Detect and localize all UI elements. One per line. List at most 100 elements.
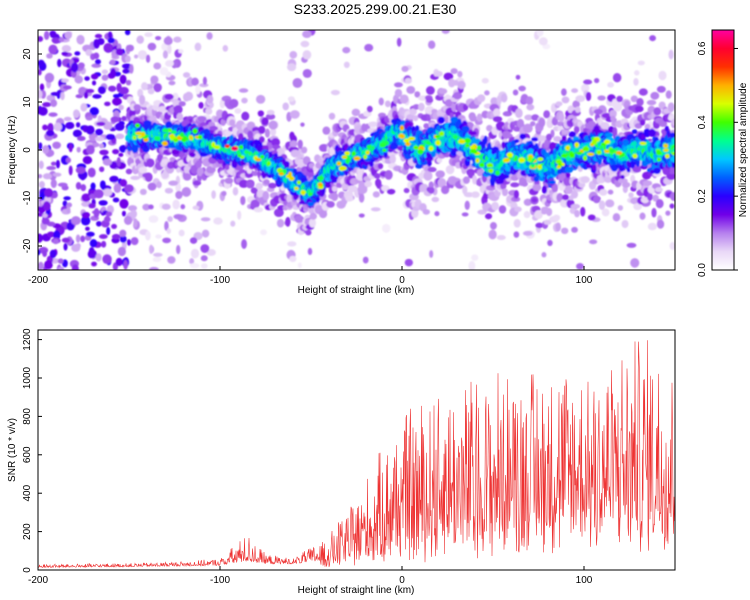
spectrogram-cell	[85, 88, 95, 94]
spectrogram-cell	[155, 234, 162, 239]
spectrogram-cell	[172, 123, 180, 129]
spectrogram-cell	[598, 200, 606, 210]
spectrogram-heatmap	[38, 30, 675, 270]
spectrogram-cell	[484, 213, 493, 220]
spectrogram-cell	[188, 76, 193, 87]
spectrogram-cell	[41, 217, 50, 225]
spectrogram-cell	[75, 122, 81, 128]
spectrogram-cell	[396, 37, 402, 47]
spectrogram-cell	[377, 163, 384, 169]
spectrogram-cell	[75, 166, 86, 174]
spectrogram-cell	[93, 208, 100, 218]
spectrogram-cell	[173, 105, 183, 115]
spectrogram-cell	[419, 183, 429, 192]
spectrogram-cell	[571, 88, 579, 93]
spectrogram-cell	[117, 246, 126, 257]
spectrogram-cell	[57, 258, 64, 264]
spectrogram-cell	[308, 162, 315, 169]
spectrogram-cell	[541, 185, 548, 194]
spectrogram-cell	[105, 211, 113, 217]
spectrogram-cell	[493, 108, 501, 118]
spectrogram-cell	[103, 42, 114, 53]
spectrogram-cell	[80, 103, 88, 112]
spectrogram-cell	[91, 63, 102, 68]
spectrogram-cell	[129, 63, 134, 74]
spectrogram-cell	[130, 175, 141, 181]
spectrogram-cell	[259, 138, 265, 143]
spectrogram-cell	[71, 264, 79, 270]
spectrogram-cell	[144, 32, 153, 38]
spectrogram-cell	[51, 37, 61, 44]
spectrogram-cell	[399, 94, 409, 104]
spectrogram-cell	[483, 135, 488, 145]
spectrogram-cell	[394, 88, 403, 98]
spectrogram-cell	[669, 191, 675, 202]
spectrogram-cell	[575, 106, 581, 113]
spectrogram-cell	[58, 36, 65, 43]
spectrogram-cell	[384, 100, 391, 108]
spectrogram-cell	[289, 110, 300, 119]
spectrogram-cell	[180, 204, 186, 210]
spectrogram-cell	[286, 63, 297, 72]
spectrogram-cell	[156, 153, 164, 163]
spectrogram-cell	[112, 97, 122, 106]
spectrogram-cell	[270, 127, 277, 137]
spectrogram-cell	[206, 249, 216, 256]
spectrogram-cell	[57, 182, 68, 187]
spectrogram-cell	[373, 173, 381, 179]
spectrogram-cell	[46, 53, 53, 59]
spectrogram-cell	[358, 193, 365, 203]
spectrogram-cell	[115, 257, 123, 267]
spectrogram-cell	[178, 229, 185, 237]
spectrogram-cell	[147, 88, 155, 95]
spectrogram-cell	[42, 145, 50, 154]
spectrogram-cell	[55, 159, 61, 169]
spectrogram-cell	[167, 44, 172, 55]
spectrogram-cell	[576, 263, 584, 270]
spectrogram-cell	[153, 252, 163, 257]
spectrogram-cell	[593, 77, 600, 84]
spectrogram-cell	[309, 212, 317, 220]
spectrogram-cell	[401, 65, 409, 73]
spectrogram-cell	[146, 158, 155, 168]
spectrogram-cell	[182, 72, 191, 78]
spectrogram-cell	[43, 201, 51, 211]
spectrogram-cell	[172, 92, 179, 101]
spectrogram-cell	[95, 59, 101, 65]
spectrogram-cell	[225, 164, 230, 171]
spectrogram-cell	[522, 230, 533, 236]
spectrogram-cell	[74, 51, 81, 56]
spectrogram-cell	[80, 215, 91, 226]
spectrogram-cell	[42, 250, 48, 258]
spectrogram-cell	[229, 98, 239, 108]
spectrogram-cell	[38, 106, 48, 116]
spectrogram-cell	[84, 76, 90, 81]
spectrogram-cell	[111, 233, 121, 240]
spectrogram-cell	[626, 242, 637, 248]
spectrogram-cell	[147, 42, 157, 51]
spectrogram-cell	[80, 184, 87, 192]
spectrogram-cell	[178, 49, 184, 54]
spectrogram-cell	[175, 190, 183, 200]
spectrogram-cell	[87, 167, 96, 178]
spectrogram-cell	[48, 44, 58, 55]
spectrogram-cell	[123, 259, 128, 270]
spectrogram-cell	[305, 229, 312, 236]
spectrogram-cell	[70, 62, 79, 73]
spectrogram-cell	[345, 195, 354, 202]
spectrogram-cell	[297, 139, 303, 149]
spectrogram-cell	[378, 97, 384, 106]
spectrogram-cell	[159, 67, 169, 76]
spectrogram-cell	[101, 69, 109, 75]
spectrogram-cell	[50, 161, 57, 166]
spectrogram-cell	[462, 176, 470, 184]
spectrogram-cell	[181, 187, 192, 197]
spectrogram-cell	[330, 89, 340, 96]
spectrogram-cell	[81, 193, 91, 202]
spectrogram-cell	[162, 237, 172, 244]
spectrogram-cell	[538, 37, 548, 46]
spectrogram-cell	[489, 222, 497, 230]
spectrogram-cell	[196, 167, 204, 177]
spectrogram-cell	[232, 187, 239, 196]
